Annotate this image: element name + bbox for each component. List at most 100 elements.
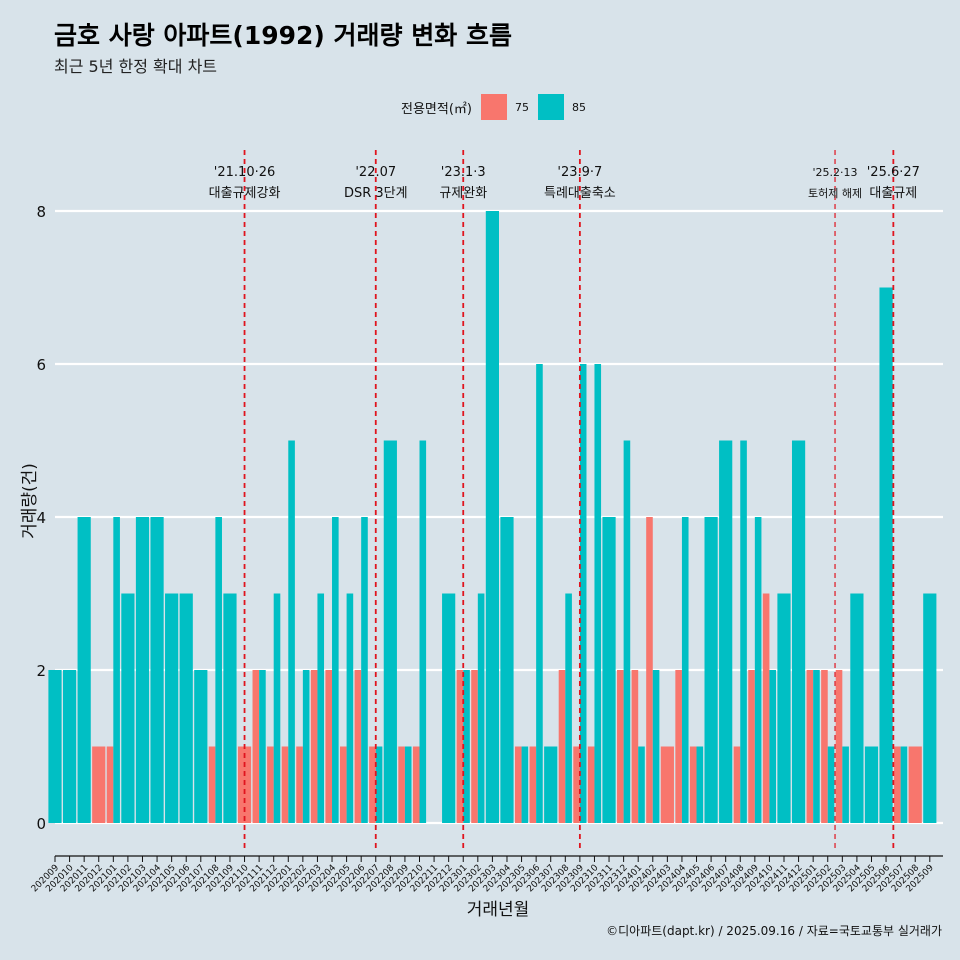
legend-label-75: 75 (514, 100, 529, 114)
bar-85 (77, 517, 91, 823)
event-date-label: '23.9·7 (557, 165, 602, 180)
bar-85 (594, 364, 602, 823)
bar-75 (894, 746, 901, 823)
bar-75 (806, 670, 814, 823)
y-tick-label: 2 (36, 662, 46, 680)
y-tick-label: 8 (36, 203, 46, 221)
bar-85 (442, 593, 456, 823)
bar-75 (398, 746, 405, 823)
y-tick-label: 6 (36, 356, 46, 374)
event-name-label: 대출규제 (869, 186, 917, 201)
legend-title: 전용면적(㎡) (401, 101, 472, 117)
bar-75 (908, 746, 922, 823)
bar-85 (565, 593, 572, 823)
event-date-label: '21.10·26 (214, 165, 275, 180)
legend-key-85 (537, 94, 564, 120)
bar-85 (879, 287, 893, 823)
bar-85 (302, 670, 310, 823)
chart-subtitle: 최근 5년 한정 확대 차트 (54, 57, 218, 76)
bar-75 (617, 670, 624, 823)
bar-85 (215, 517, 222, 823)
bar-75 (514, 746, 522, 823)
bar-85 (135, 517, 150, 823)
bar-75 (267, 746, 274, 823)
bar-85 (113, 517, 120, 823)
bar-75 (573, 746, 580, 823)
bar-75 (296, 746, 303, 823)
bar-85 (813, 670, 820, 823)
event-name-label: 규제완화 (439, 186, 487, 201)
bar-85 (463, 670, 470, 823)
bar-85 (500, 517, 514, 823)
event-name-label: 특례대출축소 (544, 186, 616, 201)
bar-85 (579, 364, 587, 823)
bar-75 (835, 670, 843, 823)
bar-85 (375, 746, 383, 823)
bar-75 (456, 670, 464, 823)
bar-85 (681, 517, 689, 823)
bar-85 (521, 746, 529, 823)
bar-75 (281, 746, 289, 823)
bar-85 (150, 517, 164, 823)
bar-75 (325, 670, 333, 823)
x-axis-title: 거래년월 (467, 900, 530, 920)
bar-85 (923, 593, 937, 823)
event-name-label: 대출규제강화 (209, 186, 281, 201)
y-tick-label: 4 (36, 509, 46, 527)
bar-85 (544, 746, 558, 823)
bar-85 (740, 440, 747, 823)
bar-85 (62, 670, 77, 823)
bar-75 (748, 670, 755, 823)
bar-85 (827, 746, 835, 823)
bar-75 (529, 746, 537, 823)
bar-85 (623, 440, 631, 823)
event-date-label: '22.07 (355, 165, 396, 180)
event-name-label: DSR 3단계 (344, 186, 408, 201)
bar-85 (165, 593, 179, 823)
bar-75 (733, 746, 741, 823)
bar-75 (631, 670, 639, 823)
legend-key-75 (480, 94, 507, 120)
bar-75 (587, 746, 595, 823)
event-name-label: 토허제 해제 (808, 186, 862, 200)
bar-85 (317, 593, 325, 823)
bar-85 (864, 746, 879, 823)
bar-85 (536, 364, 543, 823)
legend-label-85: 85 (571, 100, 586, 114)
bar-75 (208, 746, 216, 823)
bar-75 (340, 746, 347, 823)
bar-85 (383, 440, 397, 823)
bar-85 (404, 746, 412, 823)
bar-85 (346, 593, 354, 823)
y-tick-label: 0 (36, 815, 46, 833)
caption: ©디아파트(dapt.kr) / 2025.09.16 / 자료=국토교통부 실… (606, 924, 942, 938)
bar-85 (719, 440, 733, 823)
bar-85 (791, 440, 806, 823)
bar-75 (821, 670, 828, 823)
bar-75 (412, 746, 420, 823)
bar-85 (273, 593, 281, 823)
bar-85 (754, 517, 762, 823)
bar-75 (471, 670, 478, 823)
bar-85 (638, 746, 645, 823)
legend: 전용면적(㎡) 75 85 (401, 93, 595, 121)
bar-75 (558, 670, 566, 823)
bar-75 (689, 746, 697, 823)
bar-85 (777, 593, 791, 823)
bar-75 (310, 670, 318, 823)
bar-75 (675, 670, 682, 823)
event-date-label: '25.6·27 (867, 165, 920, 180)
bar-75 (92, 746, 106, 823)
bar-85 (48, 670, 62, 823)
bar-85 (259, 670, 266, 823)
bar-75 (369, 746, 376, 823)
bar-85 (361, 517, 368, 823)
bar-75 (660, 746, 674, 823)
bar-85 (602, 517, 616, 823)
bar-75 (354, 670, 362, 823)
bar-85 (900, 746, 908, 823)
event-date-label: '23.1·3 (441, 165, 486, 180)
bar-75 (106, 746, 114, 823)
bar-85 (121, 593, 135, 823)
